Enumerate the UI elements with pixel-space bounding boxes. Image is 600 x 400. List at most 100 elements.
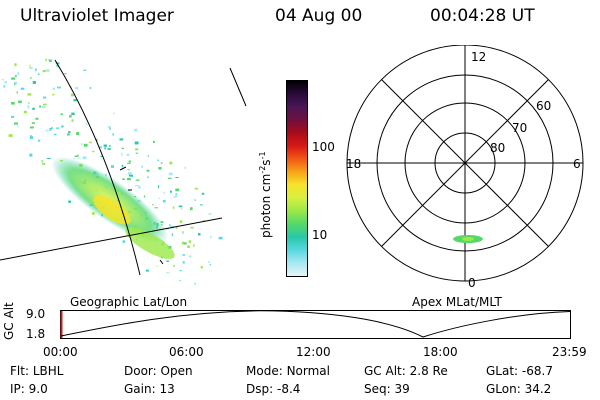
emission-pixel: [8, 134, 13, 137]
emission-pixel: [3, 85, 6, 88]
emission-pixel: [169, 161, 173, 165]
emission-pixel: [11, 115, 15, 118]
emission-pixel: [163, 192, 166, 194]
emission-pixel: [67, 133, 70, 136]
emission-pixel: [60, 113, 63, 115]
footer-gain: Gain: 13: [124, 382, 175, 396]
footer-seq: Seq: 39: [364, 382, 410, 396]
emission-pixel: [138, 185, 141, 189]
emission-pixel: [122, 178, 125, 180]
emission-pixel: [64, 73, 67, 75]
emission-pixel: [158, 167, 162, 170]
emission-pixel: [179, 280, 181, 282]
emission-pixel: [193, 244, 195, 247]
header-time: 00:04:28 UT: [430, 6, 535, 26]
emission-pixel: [190, 226, 194, 229]
emission-pixel: [49, 59, 52, 63]
emission-pixel: [45, 58, 47, 62]
emission-pixel: [83, 143, 88, 147]
emission-pixel: [30, 135, 32, 137]
emission-pixel: [175, 188, 180, 192]
emission-pixel: [135, 179, 140, 181]
time-tick-0000: 00:00: [43, 345, 78, 359]
emission-pixel: [74, 155, 79, 157]
alt-tick-high: 9.0: [26, 307, 46, 321]
emission-pixel: [29, 153, 33, 157]
emission-pixel: [131, 176, 134, 178]
emission-pixel: [183, 242, 187, 245]
emission-pixel: [135, 148, 139, 151]
emission-pixel: [11, 77, 16, 80]
emission-pixel: [42, 162, 46, 165]
gc-alt-axis-label: GC Alt: [2, 302, 16, 340]
header-title: Ultraviolet Imager: [20, 6, 174, 26]
emission-pixel: [95, 138, 98, 142]
emission-pixel: [55, 62, 60, 65]
emission-pixel: [76, 132, 80, 136]
emission-pixel: [147, 176, 150, 178]
emission-pixel: [27, 105, 30, 109]
emission-pixel: [127, 178, 131, 181]
emission-pixel: [68, 131, 71, 134]
emission-pixel: [135, 152, 139, 154]
coastline-fragments: [119, 166, 164, 265]
footer-flt: Flt: LBHL: [10, 364, 64, 378]
emission-pixel: [99, 146, 103, 148]
emission-pixel: [43, 96, 47, 99]
emission-pixel: [15, 74, 17, 78]
emission-pixel: [53, 120, 55, 122]
emission-pixel: [175, 177, 179, 178]
emission-pixel: [37, 139, 41, 142]
latitude-line: [0, 217, 223, 261]
emission-pixel: [71, 93, 74, 97]
emission-pixel: [181, 241, 184, 245]
emission-pixel: [73, 157, 75, 160]
emission-pixel: [29, 67, 33, 69]
emission-pixel: [83, 69, 87, 71]
emission-pixel: [160, 162, 163, 164]
emission-pixel: [179, 270, 182, 272]
emission-pixel: [158, 197, 161, 199]
emission-pixel: [200, 204, 203, 206]
emission-pixel: [122, 240, 126, 243]
emission-pixel: [46, 158, 51, 159]
emission-pixel: [41, 105, 46, 108]
geographic-image-panel: [0, 58, 247, 285]
emission-pixel: [172, 206, 175, 209]
emission-pixel: [14, 63, 17, 67]
emission-pixel: [198, 233, 201, 236]
footer-door: Door: Open: [124, 364, 193, 378]
emission-pixel: [77, 154, 79, 157]
emission-pixel: [29, 136, 33, 140]
lat-label-80: 80: [490, 141, 505, 155]
emission-pixel: [89, 87, 92, 89]
emission-pixel: [27, 102, 30, 104]
emission-pixel: [42, 70, 46, 73]
limb-line: [229, 67, 247, 107]
emission-pixel: [17, 72, 20, 75]
emission-pixel: [190, 207, 193, 211]
emission-pixel: [39, 105, 41, 108]
emission-pixel: [45, 69, 50, 72]
emission-pixel: [71, 119, 74, 122]
emission-pixel: [146, 169, 150, 172]
footer-glon: GLon: 34.2: [486, 382, 552, 396]
emission-pixel: [126, 153, 130, 156]
emission-pixel: [141, 165, 143, 168]
geo-panel-label: Geographic Lat/Lon: [70, 295, 188, 309]
emission-pixel: [20, 87, 25, 90]
header-date: 04 Aug 00: [275, 6, 363, 26]
emission-pixel: [27, 93, 32, 96]
emission-pixel: [173, 264, 175, 267]
alt-tick-low: 1.8: [26, 327, 46, 341]
emission-speckles: [1, 58, 223, 285]
emission-pixel: [128, 160, 131, 163]
footer-gc-alt: GC Alt: 2.8 Re: [364, 364, 448, 378]
emission-pixel: [166, 260, 169, 262]
emission-pixel: [68, 200, 71, 203]
emission-pixel: [56, 65, 59, 67]
emission-pixel: [167, 177, 172, 179]
emission-pixel: [200, 266, 203, 269]
emission-pixel: [169, 224, 171, 226]
footer-ip: IP: 9.0: [10, 382, 48, 396]
